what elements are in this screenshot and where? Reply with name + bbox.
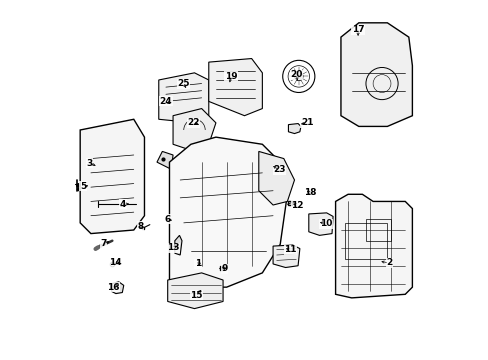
Polygon shape: [258, 152, 294, 205]
Text: 13: 13: [166, 243, 179, 252]
Text: 7: 7: [100, 239, 106, 248]
Polygon shape: [335, 194, 411, 298]
Text: 16: 16: [106, 283, 119, 292]
Polygon shape: [272, 245, 299, 267]
Text: 22: 22: [187, 118, 200, 127]
Text: 11: 11: [284, 245, 296, 254]
Polygon shape: [173, 109, 216, 152]
Polygon shape: [159, 73, 208, 123]
Bar: [365, 219, 390, 241]
Text: 2: 2: [385, 258, 391, 267]
Text: 19: 19: [224, 72, 237, 81]
Text: 25: 25: [177, 79, 190, 88]
Text: 23: 23: [273, 166, 285, 175]
Text: 17: 17: [351, 26, 364, 35]
Text: 3: 3: [86, 159, 92, 168]
Text: 10: 10: [319, 219, 331, 228]
Circle shape: [294, 72, 303, 81]
Text: 18: 18: [304, 188, 316, 197]
Text: 20: 20: [289, 70, 302, 79]
Polygon shape: [308, 213, 332, 235]
Polygon shape: [111, 282, 123, 294]
Polygon shape: [167, 273, 223, 309]
Polygon shape: [340, 23, 411, 126]
Text: 1: 1: [195, 260, 201, 269]
Text: 6: 6: [164, 215, 170, 224]
Polygon shape: [80, 119, 144, 234]
Text: 15: 15: [190, 291, 202, 300]
Text: 4: 4: [120, 200, 126, 209]
Polygon shape: [288, 123, 300, 134]
Text: 5: 5: [80, 182, 86, 191]
Polygon shape: [169, 137, 287, 287]
Text: 12: 12: [290, 201, 303, 210]
Text: 9: 9: [221, 264, 227, 273]
Text: 24: 24: [159, 97, 172, 106]
Polygon shape: [175, 235, 182, 255]
Bar: [344, 223, 386, 258]
Polygon shape: [157, 152, 173, 169]
Text: 21: 21: [300, 118, 313, 127]
Text: 8: 8: [138, 222, 144, 231]
Text: 14: 14: [109, 258, 121, 267]
Polygon shape: [208, 59, 262, 116]
